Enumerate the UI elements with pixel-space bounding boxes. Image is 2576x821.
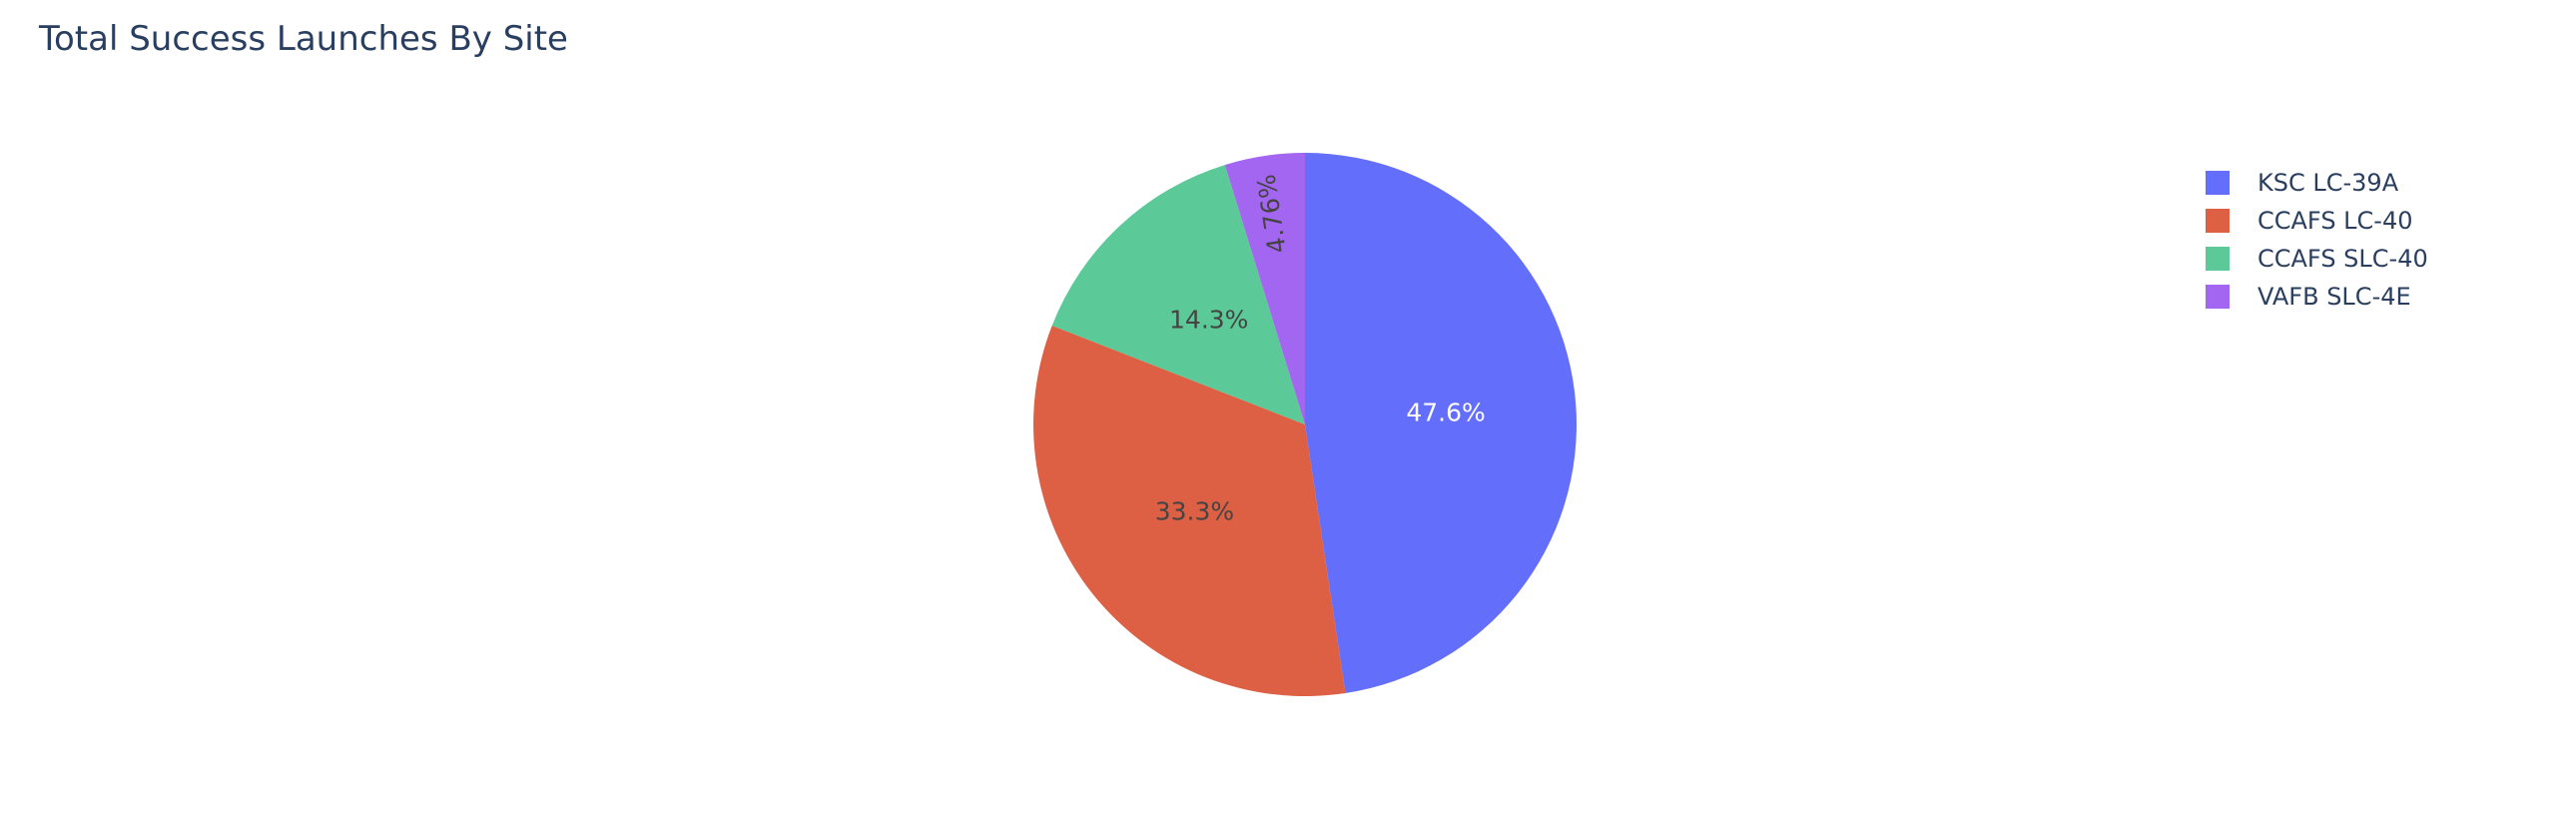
legend-label[interactable]: CCAFS LC-40 <box>2257 207 2413 235</box>
slice-labels: 47.6%33.3%14.3%4.76% <box>1155 173 1486 526</box>
slice-percent-label: 33.3% <box>1155 496 1234 525</box>
pie-slices <box>1033 153 1578 696</box>
legend-swatch[interactable] <box>2206 247 2230 271</box>
legend-label[interactable]: CCAFS SLC-40 <box>2257 245 2428 273</box>
pie-slice-1[interactable] <box>1305 153 1578 693</box>
pie-slice-3[interactable] <box>1051 165 1305 424</box>
pie-slice-2[interactable] <box>1033 325 1346 696</box>
slice-percent-label: 14.3% <box>1169 305 1248 334</box>
legend-swatch[interactable] <box>2206 209 2230 233</box>
chart-title: Total Success Launches By Site <box>38 19 568 59</box>
legend-label[interactable]: VAFB SLC-4E <box>2257 283 2411 311</box>
slice-percent-label: 47.6% <box>1406 398 1485 426</box>
legend[interactable]: KSC LC-39A CCAFS LC-40 CCAFS SLC-40 VAFB SL… <box>2206 169 2428 311</box>
legend-swatch[interactable] <box>2206 171 2230 195</box>
pie-slice-4[interactable] <box>1224 153 1305 424</box>
legend-swatch[interactable] <box>2206 285 2230 309</box>
legend-label[interactable]: KSC LC-39A <box>2257 169 2399 197</box>
